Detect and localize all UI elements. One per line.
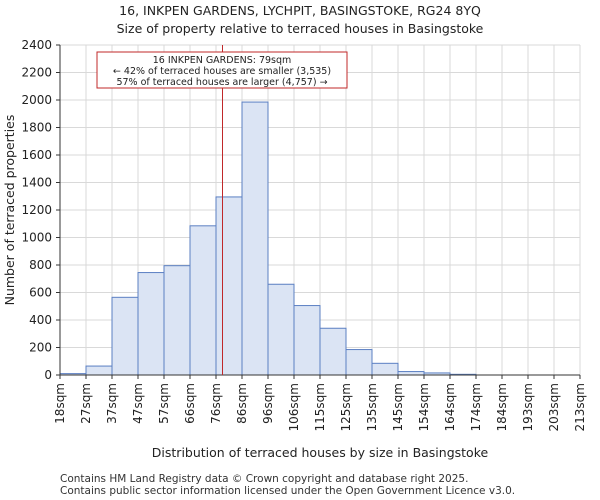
x-tick-label: 125sqm [339,383,353,431]
chart-subtitle: Size of property relative to terraced ho… [116,21,484,36]
x-tick-label: 47sqm [131,383,145,424]
y-tick-label: 1800 [21,121,52,135]
y-tick-label: 2400 [21,38,52,52]
annotation-box [96,51,348,89]
x-tick-label: 96sqm [261,383,275,424]
y-tick-label: 2200 [21,66,52,80]
x-tick-label: 66sqm [183,383,197,424]
y-tick-label: 0 [44,368,52,382]
bar [85,365,113,376]
x-tick-label: 18sqm [53,383,67,424]
bar [319,327,347,376]
annotation-line-3: 57% of terraced houses are larger (4,757… [116,77,327,88]
y-tick-label: 1200 [21,203,52,217]
y-tick-label: 400 [29,313,52,327]
x-tick-label: 213sqm [573,383,587,431]
bar [345,349,373,376]
x-tick-label: 154sqm [417,383,431,431]
bar [137,272,165,376]
bar [371,362,399,376]
annotation-line-1: 16 INKPEN GARDENS: 79sqm [153,55,292,66]
x-tick-label: 203sqm [547,383,561,431]
x-tick-label: 164sqm [443,383,457,431]
x-tick-label: 184sqm [495,383,509,431]
y-tick-label: 200 [29,341,52,355]
x-tick-label: 76sqm [209,383,223,424]
bar [267,283,295,376]
x-tick-label: 86sqm [235,383,249,424]
y-tick-label: 2000 [21,93,52,107]
footer-licence: Contains public sector information licen… [60,485,516,497]
bar [215,196,243,376]
x-tick-label: 135sqm [365,383,379,431]
y-tick-label: 600 [29,286,52,300]
x-tick-label: 174sqm [469,383,483,431]
y-tick-label: 1600 [21,148,52,162]
bar [293,305,321,376]
bar [111,296,139,376]
x-tick-label: 145sqm [391,383,405,431]
x-tick-label: 193sqm [521,383,535,431]
x-tick-label: 115sqm [313,383,327,431]
bar [189,225,217,376]
footer-copyright: Contains HM Land Registry data © Crown c… [60,473,469,485]
x-tick-label: 57sqm [157,383,171,424]
x-tick-label: 106sqm [287,383,301,431]
y-tick-label: 800 [29,258,52,272]
y-tick-label: 1000 [21,231,52,245]
bar [397,371,425,376]
annotation-line-2: ← 42% of terraced houses are smaller (3,… [113,66,331,77]
bar [163,265,191,376]
y-tick-label: 1400 [21,176,52,190]
x-axis-title: Distribution of terraced houses by size … [152,445,489,460]
x-tick-label: 27sqm [79,383,93,424]
chart-title: 16, INKPEN GARDENS, LYCHPIT, BASINGSTOKE… [119,3,481,18]
x-tick-label: 37sqm [105,383,119,424]
bar [241,101,269,376]
y-axis-title: Number of terraced properties [2,115,17,306]
